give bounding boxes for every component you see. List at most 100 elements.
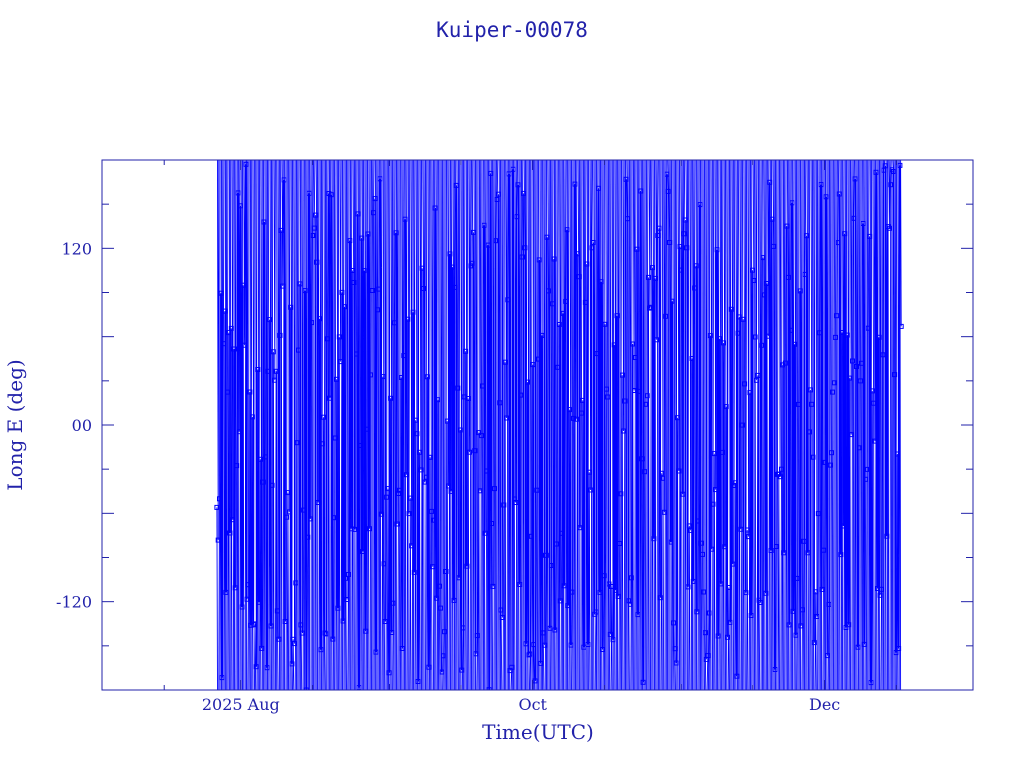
- data-point: [836, 191, 842, 197]
- data-point: [719, 449, 725, 455]
- x-tick-label: 2025 Aug: [202, 695, 280, 714]
- data-point: [684, 245, 690, 251]
- data-point: [693, 263, 699, 269]
- data-point: [324, 336, 330, 342]
- data-point: [632, 355, 638, 360]
- data-point: [219, 675, 225, 681]
- data-point: [513, 500, 519, 505]
- data-point: [843, 625, 849, 630]
- data-point: [817, 330, 823, 336]
- data-point: [419, 265, 425, 271]
- data-point: [727, 619, 733, 625]
- data-point: [339, 289, 345, 295]
- data-point: [746, 534, 752, 540]
- data-point: [598, 279, 604, 285]
- data-point: [564, 227, 570, 233]
- data-point: [742, 381, 748, 387]
- data-point: [602, 321, 608, 327]
- data-point: [798, 623, 804, 629]
- data-point: [761, 292, 767, 298]
- data-point: [757, 600, 763, 605]
- data-point: [518, 392, 524, 398]
- data-point: [822, 459, 828, 465]
- x-tick-label: Oct: [518, 695, 547, 714]
- data-point: [876, 334, 882, 340]
- data-point: [550, 301, 555, 307]
- data-point: [779, 466, 784, 472]
- data-point: [431, 517, 437, 523]
- data-point: [794, 575, 800, 581]
- data-point: [643, 401, 649, 407]
- data-point: [588, 487, 594, 493]
- data-point: [303, 687, 309, 690]
- data-point: [397, 487, 403, 493]
- data-point: [428, 508, 434, 514]
- data-point: [823, 194, 829, 200]
- data-point: [806, 429, 812, 435]
- data-point: [485, 242, 491, 248]
- data-point: [748, 613, 754, 618]
- data-point: [451, 597, 457, 603]
- data-point: [617, 541, 623, 546]
- data-point: [776, 471, 782, 477]
- data-point: [813, 589, 819, 595]
- data-point: [227, 530, 233, 536]
- data-point: [829, 450, 834, 456]
- data-point: [502, 359, 508, 365]
- data-point: [834, 313, 840, 319]
- data-point: [857, 378, 863, 384]
- data-point: [507, 668, 513, 674]
- data-point: [665, 188, 671, 194]
- data-point: [882, 163, 888, 169]
- data-point: [661, 509, 667, 515]
- data-point: [718, 581, 724, 587]
- data-point: [572, 181, 578, 187]
- data-point: [638, 188, 644, 194]
- data-point: [453, 182, 459, 188]
- data-point: [677, 244, 683, 250]
- data-point: [868, 680, 874, 686]
- data-point: [528, 533, 534, 539]
- data-point: [515, 182, 521, 188]
- data-point: [447, 251, 453, 257]
- data-point: [302, 288, 308, 294]
- data-point: [760, 255, 766, 261]
- data-point: [715, 633, 721, 639]
- data-point: [657, 595, 663, 601]
- data-point: [306, 190, 312, 196]
- data-point: [384, 494, 390, 500]
- data-point: [297, 281, 303, 287]
- data-point: [548, 563, 554, 568]
- data-point: [825, 653, 830, 659]
- data-point: [521, 190, 526, 196]
- data-point: [388, 395, 394, 401]
- data-point: [713, 487, 719, 493]
- data-point: [603, 386, 609, 392]
- data-point: [702, 630, 708, 636]
- series-line: [216, 160, 902, 690]
- data-point: [361, 268, 367, 274]
- data-point: [552, 627, 558, 633]
- data-point: [259, 645, 265, 651]
- y-tick-label: 00: [72, 416, 92, 435]
- data-point: [710, 501, 716, 507]
- data-point: [618, 491, 624, 497]
- data-point: [743, 590, 749, 596]
- data-point: [443, 569, 449, 574]
- data-point: [264, 665, 270, 671]
- data-point: [584, 261, 590, 267]
- data-point: [235, 190, 241, 196]
- data-point: [471, 229, 476, 235]
- data-point: [860, 221, 866, 226]
- data-point: [418, 467, 424, 473]
- data-point: [296, 347, 301, 353]
- data-point: [481, 222, 487, 228]
- data-point: [499, 615, 505, 620]
- data-point: [440, 653, 446, 659]
- data-point: [586, 469, 592, 475]
- data-point: [223, 589, 229, 595]
- data-point: [299, 630, 305, 636]
- data-point: [455, 385, 461, 391]
- data-point: [663, 313, 669, 319]
- data-point: [664, 171, 670, 177]
